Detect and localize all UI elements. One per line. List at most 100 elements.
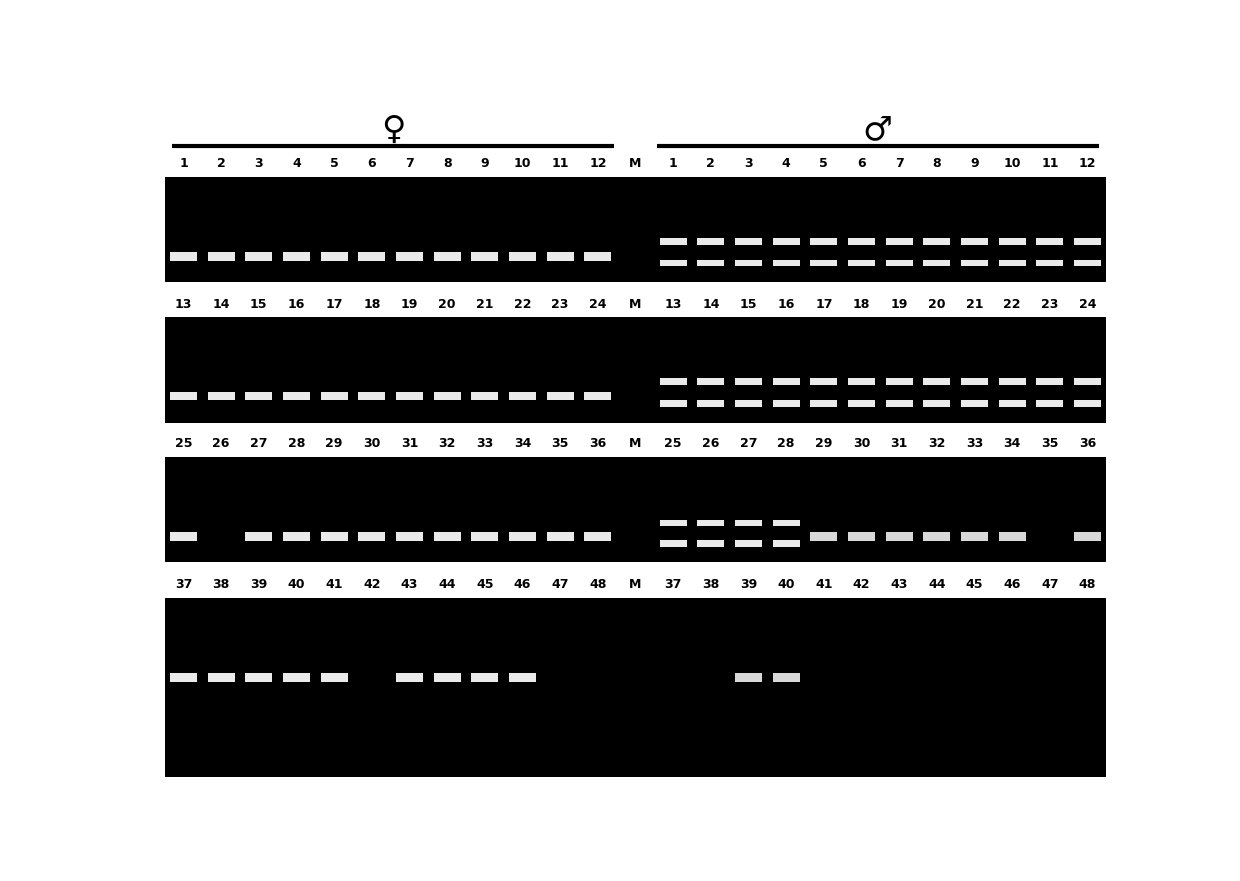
Bar [283, 673, 310, 682]
Bar [1074, 400, 1101, 407]
Text: 38: 38 [702, 578, 719, 591]
Bar [773, 540, 800, 546]
Text: 18: 18 [363, 298, 381, 311]
Text: 6: 6 [367, 157, 376, 170]
Text: 35: 35 [552, 437, 569, 450]
Bar [773, 400, 800, 407]
Bar [885, 260, 913, 266]
Bar [471, 392, 498, 401]
Text: 20: 20 [928, 298, 946, 311]
Text: 10: 10 [513, 157, 531, 170]
Bar [998, 260, 1025, 266]
Text: 22: 22 [513, 298, 531, 311]
Bar [321, 392, 347, 401]
Text: 6: 6 [857, 157, 866, 170]
Bar [283, 392, 310, 401]
Bar [885, 238, 913, 245]
Text: 12: 12 [589, 157, 606, 170]
Text: 9: 9 [970, 157, 978, 170]
Text: 33: 33 [966, 437, 983, 450]
Bar [810, 400, 837, 407]
Text: 48: 48 [589, 578, 606, 591]
Bar [584, 252, 611, 261]
Bar [810, 260, 837, 266]
Text: 8: 8 [932, 157, 941, 170]
Bar [697, 540, 724, 546]
Bar [810, 238, 837, 245]
Text: 21: 21 [476, 298, 494, 311]
Text: 5: 5 [820, 157, 828, 170]
Bar [885, 532, 913, 541]
Bar [165, 317, 1106, 423]
Bar [321, 252, 347, 261]
Text: 11: 11 [1042, 157, 1059, 170]
Bar [246, 673, 273, 682]
Text: 23: 23 [1042, 298, 1059, 311]
Text: 10: 10 [1003, 157, 1021, 170]
Text: 23: 23 [552, 298, 569, 311]
Bar [735, 520, 763, 526]
Bar [885, 400, 913, 407]
Text: 16: 16 [288, 298, 305, 311]
Bar [773, 238, 800, 245]
Bar [170, 252, 197, 261]
Text: 27: 27 [740, 437, 758, 450]
Text: 28: 28 [777, 437, 795, 450]
Text: 33: 33 [476, 437, 494, 450]
Bar [246, 532, 273, 541]
Text: 47: 47 [1042, 578, 1059, 591]
Text: 7: 7 [895, 157, 904, 170]
Text: 34: 34 [513, 437, 531, 450]
Text: 5: 5 [330, 157, 339, 170]
Text: 4: 4 [781, 157, 791, 170]
Text: 13: 13 [175, 298, 192, 311]
Text: 13: 13 [665, 298, 682, 311]
Text: 26: 26 [702, 437, 719, 450]
Bar [1037, 260, 1064, 266]
Bar [170, 532, 197, 541]
Text: 8: 8 [443, 157, 451, 170]
Text: 39: 39 [740, 578, 758, 591]
Text: 32: 32 [929, 437, 946, 450]
Text: 11: 11 [552, 157, 569, 170]
Bar [471, 252, 498, 261]
Bar [848, 379, 875, 385]
Text: 4: 4 [293, 157, 301, 170]
Bar [396, 252, 423, 261]
Bar [207, 252, 234, 261]
Bar [773, 379, 800, 385]
Bar [434, 673, 461, 682]
Text: 12: 12 [1079, 157, 1096, 170]
Bar [961, 238, 988, 245]
Text: 29: 29 [815, 437, 832, 450]
Bar [998, 400, 1025, 407]
Bar [1074, 379, 1101, 385]
Text: 21: 21 [966, 298, 983, 311]
Text: 43: 43 [401, 578, 418, 591]
Bar [321, 532, 347, 541]
Bar [246, 252, 273, 261]
Bar [434, 252, 461, 261]
Text: 34: 34 [1003, 437, 1021, 450]
Bar [848, 532, 875, 541]
Bar [998, 238, 1025, 245]
Bar [207, 673, 234, 682]
Text: 44: 44 [439, 578, 456, 591]
Bar [660, 238, 687, 245]
Text: 29: 29 [325, 437, 342, 450]
Bar [660, 400, 687, 407]
Text: M: M [630, 437, 641, 450]
Bar [165, 177, 1106, 282]
Bar [810, 532, 837, 541]
Bar [660, 520, 687, 526]
Bar [1074, 260, 1101, 266]
Bar [810, 379, 837, 385]
Text: 44: 44 [928, 578, 946, 591]
Bar [1074, 238, 1101, 245]
Bar [924, 238, 950, 245]
Bar [660, 379, 687, 385]
Text: 43: 43 [890, 578, 908, 591]
Text: 17: 17 [325, 298, 343, 311]
Bar [1037, 400, 1064, 407]
Bar [848, 260, 875, 266]
